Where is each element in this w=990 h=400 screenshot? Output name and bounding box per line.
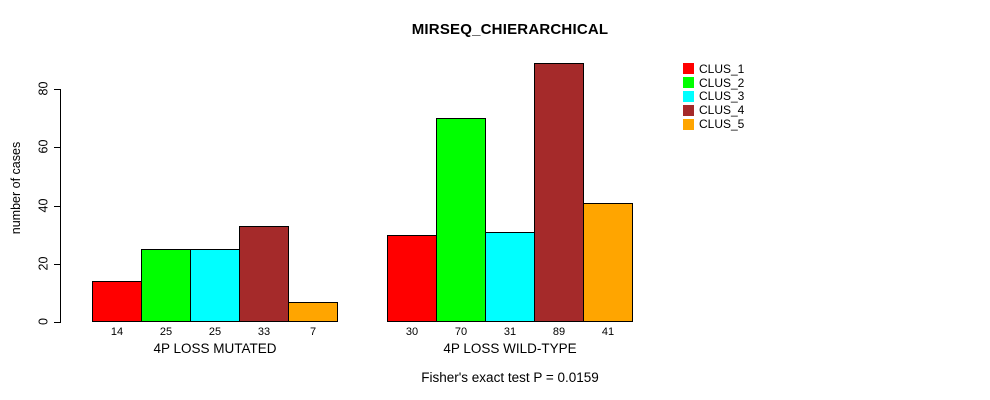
legend-item-clus_4: CLUS_4 — [683, 103, 744, 117]
y-tick-label: 40 — [36, 198, 51, 213]
legend-swatch — [683, 118, 694, 130]
bar-clus_5 — [288, 302, 338, 322]
bar-clus_2 — [141, 249, 191, 322]
y-axis-tick — [54, 89, 60, 90]
legend-label: CLUS_4 — [699, 103, 745, 118]
y-axis-label: number of cases — [9, 141, 23, 235]
y-axis-line — [60, 89, 61, 323]
x-category-label-wild-type: 4P LOSS WILD-TYPE — [443, 341, 577, 356]
bar-value-label: 41 — [601, 326, 615, 338]
bar-clus_1 — [387, 235, 437, 322]
chart-title: MIRSEQ_CHIERARCHICAL — [411, 21, 609, 38]
bar-value-label: 25 — [159, 326, 173, 338]
bar-clus_2 — [436, 118, 486, 322]
bar-value-label: 89 — [552, 326, 566, 338]
bar-value-label: 33 — [257, 326, 271, 338]
legend-item-clus_5: CLUS_5 — [683, 117, 744, 131]
bar-value-label: 30 — [405, 326, 419, 338]
legend: CLUS_1 CLUS_2 CLUS_3 CLUS_4 CLUS_5 — [683, 62, 744, 131]
y-axis-tick — [54, 206, 60, 207]
legend-label: CLUS_5 — [699, 117, 745, 132]
bar-value-label: 25 — [208, 326, 222, 338]
y-tick-label: 60 — [36, 139, 51, 154]
bar-clus_5 — [583, 203, 633, 322]
legend-item-clus_2: CLUS_2 — [683, 76, 744, 90]
y-axis-tick — [54, 322, 60, 323]
bar-clus_3 — [485, 232, 535, 322]
legend-item-clus_3: CLUS_3 — [683, 90, 744, 104]
legend-swatch — [683, 77, 694, 89]
y-tick-label: 80 — [36, 81, 51, 96]
annotation-text: Fisher's exact test P = 0.0159 — [421, 370, 599, 385]
y-tick-label: 0 — [36, 318, 51, 325]
y-tick-label: 20 — [36, 256, 51, 271]
bar-value-label: 31 — [503, 326, 517, 338]
legend-item-clus_1: CLUS_1 — [683, 62, 744, 76]
legend-swatch — [683, 63, 694, 75]
bar-value-label: 70 — [454, 326, 468, 338]
x-category-label-mutated: 4P LOSS MUTATED — [153, 341, 277, 356]
y-axis-tick — [54, 264, 60, 265]
legend-swatch — [683, 104, 694, 116]
legend-label: CLUS_2 — [699, 75, 745, 90]
bar-value-label: 14 — [110, 326, 124, 338]
bar-clus_3 — [190, 249, 240, 322]
legend-label: CLUS_3 — [699, 89, 745, 104]
y-axis-tick — [54, 147, 60, 148]
bar-value-label: 7 — [309, 326, 317, 338]
legend-swatch — [683, 90, 694, 102]
bar-clus_4 — [239, 226, 289, 322]
bar-clus_4 — [534, 63, 584, 322]
bar-clus_1 — [92, 281, 142, 322]
legend-label: CLUS_1 — [699, 61, 745, 76]
